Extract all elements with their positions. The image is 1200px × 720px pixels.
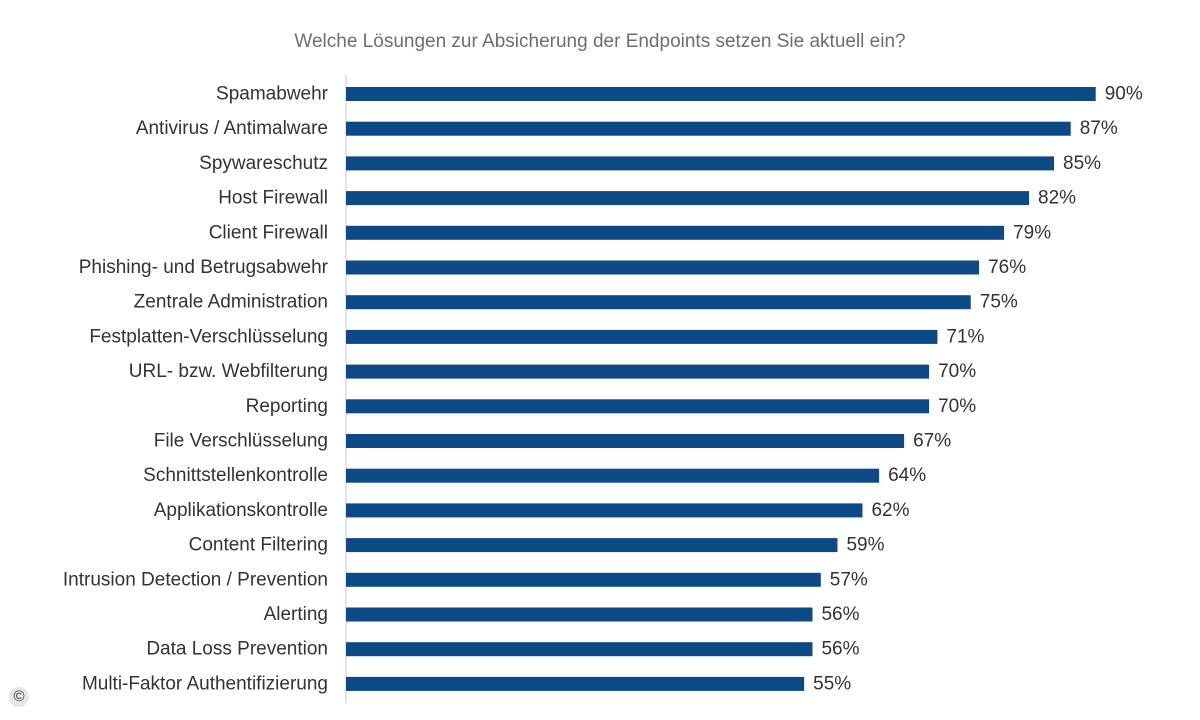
category-label: Phishing- und Betrugsabwehr bbox=[79, 257, 329, 278]
category-labels: Spamabwehr Antivirus / Antimalware Spyware… bbox=[63, 84, 329, 695]
bar bbox=[346, 676, 805, 691]
category-label: Multi-Faktor Authentifizierung bbox=[82, 673, 328, 694]
data-label: 87% bbox=[1080, 118, 1118, 139]
data-label: 76% bbox=[988, 257, 1026, 278]
bar bbox=[346, 364, 930, 379]
data-label: 62% bbox=[871, 500, 909, 521]
data-label: 59% bbox=[846, 535, 884, 556]
category-label: Host Firewall bbox=[218, 188, 328, 209]
category-label: Zentrale Administration bbox=[134, 292, 328, 313]
bar bbox=[346, 295, 971, 310]
data-label: 55% bbox=[813, 673, 851, 694]
category-label: Content Filtering bbox=[189, 535, 328, 556]
bar bbox=[346, 607, 813, 622]
bar bbox=[346, 121, 1071, 136]
bar bbox=[346, 87, 1096, 101]
data-label: 70% bbox=[938, 396, 976, 417]
data-label: 75% bbox=[980, 292, 1018, 313]
data-label: 85% bbox=[1063, 153, 1101, 174]
bar bbox=[346, 156, 1055, 171]
bar bbox=[346, 642, 813, 657]
data-label: 71% bbox=[946, 326, 984, 347]
bar bbox=[346, 260, 980, 275]
data-label: 57% bbox=[830, 569, 868, 590]
data-label: 90% bbox=[1105, 84, 1143, 105]
bar bbox=[346, 572, 821, 587]
bar bbox=[346, 191, 1030, 206]
data-label: 70% bbox=[938, 361, 976, 382]
bar bbox=[346, 468, 880, 483]
bar bbox=[346, 538, 838, 553]
category-label: Applikationskontrolle bbox=[154, 500, 328, 521]
bar bbox=[346, 225, 1005, 240]
bars bbox=[346, 87, 1096, 691]
bar bbox=[346, 399, 930, 414]
category-label: Client Firewall bbox=[209, 222, 328, 243]
category-label: Festplatten-Verschlüsselung bbox=[89, 326, 328, 347]
category-label: Data Loss Prevention bbox=[146, 639, 328, 660]
category-label: Spywareschutz bbox=[199, 153, 328, 174]
data-label: 67% bbox=[913, 431, 951, 452]
data-label: 79% bbox=[1013, 222, 1051, 243]
copyright-icon: © bbox=[9, 687, 29, 707]
category-label: URL- bzw. Webfilterung bbox=[129, 361, 328, 382]
chart-title: Welche Lösungen zur Absicherung der Endp… bbox=[294, 31, 906, 52]
category-label: Antivirus / Antimalware bbox=[136, 118, 328, 139]
value-labels: 90% 87% 85% 82% 79% 76% 75% 71% 70% 70% 67% 64% 62% 5… bbox=[813, 84, 1143, 695]
category-label: Alerting bbox=[264, 604, 328, 625]
data-label: 56% bbox=[821, 604, 859, 625]
data-label: 56% bbox=[821, 639, 859, 660]
data-label: 82% bbox=[1038, 188, 1076, 209]
category-label: Intrusion Detection / Prevention bbox=[63, 569, 328, 590]
category-label: Reporting bbox=[246, 396, 328, 417]
bar bbox=[346, 434, 905, 448]
category-label: Schnittstellenkontrolle bbox=[143, 465, 328, 486]
category-label: Spamabwehr bbox=[216, 84, 329, 105]
bar bbox=[346, 503, 863, 518]
data-label: 64% bbox=[888, 465, 926, 486]
bar bbox=[346, 329, 938, 344]
category-label: File Verschlüsselung bbox=[154, 431, 328, 452]
